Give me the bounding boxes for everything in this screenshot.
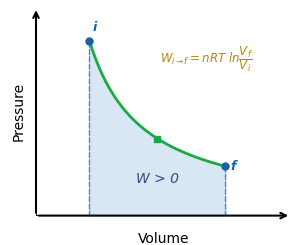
- Text: i: i: [93, 21, 97, 34]
- Text: W > 0: W > 0: [136, 172, 179, 186]
- Text: $W_{i\rightarrow f} = nRT\ ln\dfrac{V_f}{V_i}$: $W_{i\rightarrow f} = nRT\ ln\dfrac{V_f}…: [160, 45, 253, 74]
- Text: Volume: Volume: [138, 232, 189, 245]
- Text: f: f: [230, 160, 236, 173]
- Text: Pressure: Pressure: [12, 82, 26, 141]
